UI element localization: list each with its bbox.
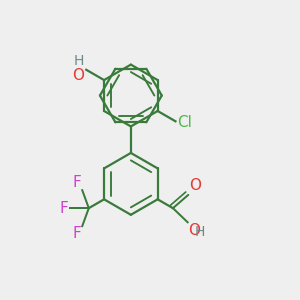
Text: Cl: Cl [177, 115, 192, 130]
Text: H: H [195, 225, 206, 239]
Text: O: O [188, 223, 200, 238]
Text: O: O [72, 68, 84, 83]
Text: F: F [72, 226, 81, 241]
Text: F: F [72, 175, 81, 190]
Text: O: O [189, 178, 201, 194]
Text: H: H [73, 54, 84, 68]
Text: F: F [59, 201, 68, 216]
